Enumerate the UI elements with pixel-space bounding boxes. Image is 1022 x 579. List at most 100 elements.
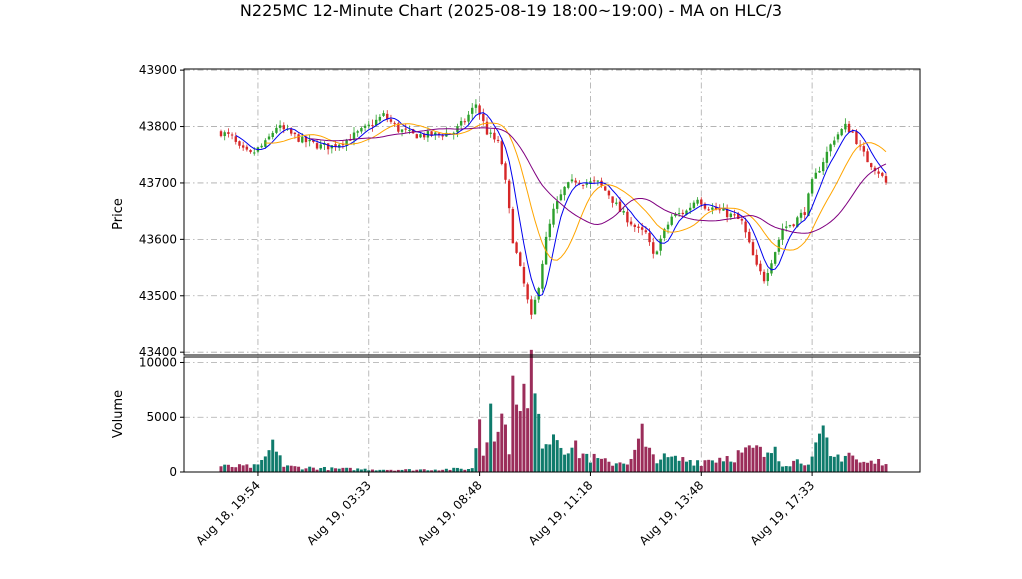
volume-bar bbox=[463, 469, 467, 472]
candle-body bbox=[267, 136, 271, 140]
volume-bar bbox=[618, 462, 622, 472]
candle-body bbox=[478, 105, 481, 115]
candle-body bbox=[637, 226, 640, 228]
volume-bar bbox=[884, 464, 888, 472]
x-tick-label: Aug 19, 03:33 bbox=[304, 478, 374, 548]
candle-body bbox=[530, 299, 533, 315]
volume-bar bbox=[459, 468, 463, 472]
candle-body bbox=[700, 199, 703, 205]
volume-bar bbox=[574, 440, 578, 472]
volume-bar bbox=[467, 469, 471, 472]
volume-bar bbox=[282, 466, 286, 472]
candle-body bbox=[415, 134, 419, 139]
candle-body bbox=[522, 267, 526, 284]
volume-bar bbox=[422, 469, 426, 472]
volume-bar bbox=[389, 469, 393, 472]
candle-body bbox=[870, 163, 873, 168]
candle-body bbox=[519, 252, 522, 266]
candle-body bbox=[230, 134, 234, 136]
volume-bar bbox=[348, 467, 352, 472]
volume-bar bbox=[699, 465, 703, 472]
volume-bar bbox=[444, 468, 448, 472]
candle-body bbox=[633, 224, 636, 227]
volume-bar bbox=[485, 442, 489, 472]
candle-body bbox=[367, 124, 370, 127]
volume-bar bbox=[877, 458, 881, 472]
volume-y-ticks: 0 5000 10000 bbox=[139, 355, 184, 479]
volume-bar bbox=[818, 433, 821, 472]
volume-bar bbox=[651, 454, 655, 472]
volume-bar bbox=[230, 466, 234, 472]
candle-body bbox=[537, 288, 540, 300]
volume-bar bbox=[363, 468, 367, 472]
volume-bar bbox=[274, 451, 278, 472]
candle-body bbox=[629, 221, 633, 225]
volume-bar bbox=[629, 458, 633, 472]
volume-bar bbox=[858, 462, 862, 472]
candle-body bbox=[393, 122, 396, 124]
volume-bar bbox=[319, 468, 323, 472]
candle-body bbox=[703, 203, 707, 209]
volume-bar bbox=[529, 349, 533, 472]
volume-bar bbox=[400, 469, 404, 472]
candle-body bbox=[762, 271, 766, 282]
volume-bar bbox=[526, 408, 530, 472]
candle-body bbox=[737, 213, 740, 219]
volume-bar bbox=[304, 468, 308, 472]
volume-bar bbox=[799, 463, 803, 472]
volume-bar bbox=[522, 383, 526, 472]
candle-body bbox=[877, 171, 880, 174]
volume-bar bbox=[322, 466, 326, 472]
volume-bar bbox=[286, 465, 289, 472]
candle-body bbox=[833, 140, 836, 145]
volume-bar bbox=[411, 470, 415, 472]
candle-body bbox=[326, 143, 330, 150]
candle-body bbox=[615, 202, 618, 204]
candle-body bbox=[275, 127, 278, 133]
candle-body bbox=[663, 228, 666, 239]
candle-body bbox=[733, 214, 736, 216]
volume-bar bbox=[577, 458, 581, 472]
candle-body bbox=[881, 172, 884, 176]
volume-bar bbox=[854, 459, 858, 472]
candle-body bbox=[777, 239, 781, 252]
volume-bar bbox=[836, 454, 840, 472]
volume-bar bbox=[744, 447, 748, 472]
volume-bar bbox=[544, 444, 548, 472]
candle-body bbox=[555, 201, 559, 209]
volume-bar bbox=[795, 459, 799, 472]
volume-bar bbox=[448, 469, 452, 472]
candle-body bbox=[507, 180, 511, 209]
candle-body bbox=[567, 182, 570, 188]
volume-bar bbox=[762, 456, 766, 472]
candle-body bbox=[223, 132, 226, 137]
volume-bar bbox=[293, 466, 297, 472]
candle-body bbox=[264, 140, 267, 147]
price-gridlines bbox=[184, 69, 920, 355]
volume-bar bbox=[337, 468, 341, 472]
candle-body bbox=[766, 273, 769, 282]
candle-body bbox=[604, 186, 607, 191]
volume-bar bbox=[352, 470, 356, 472]
candle-body bbox=[338, 144, 341, 148]
candle-body bbox=[803, 212, 806, 215]
volume-bar bbox=[636, 438, 640, 472]
x-axis-ticks: Aug 18, 19:54 Aug 19, 03:33 Aug 19, 08:48 A… bbox=[193, 472, 817, 548]
volume-bar bbox=[592, 453, 596, 472]
chart-title: N225MC 12-Minute Chart (2025-08-19 18:00… bbox=[240, 1, 782, 20]
candle-body bbox=[308, 139, 311, 142]
volume-bar bbox=[766, 452, 770, 472]
volume-bar bbox=[474, 448, 478, 472]
volume-bar bbox=[788, 466, 792, 472]
volume-bar bbox=[696, 460, 700, 472]
volume-bar bbox=[540, 448, 544, 472]
volume-bar bbox=[821, 425, 825, 472]
volume-bar bbox=[278, 455, 282, 472]
candle-body bbox=[297, 134, 300, 142]
candle-body bbox=[400, 129, 404, 132]
volume-bar bbox=[707, 459, 711, 472]
candle-body bbox=[814, 172, 818, 179]
volume-bar bbox=[507, 454, 511, 472]
candle-body bbox=[836, 134, 840, 140]
volume-bar bbox=[404, 469, 408, 472]
